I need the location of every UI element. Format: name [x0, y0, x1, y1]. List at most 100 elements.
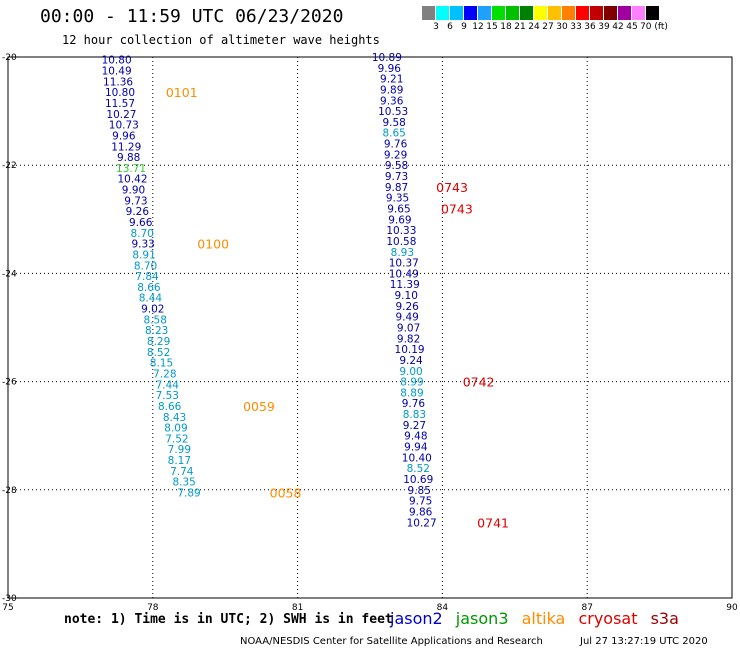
wave-height-label: 9.35 — [386, 193, 409, 205]
wave-height-label: 10.49 — [389, 268, 419, 280]
color-swatch — [646, 6, 660, 20]
longitude-tick-label: 84 — [437, 603, 449, 613]
wave-height-label: 10.49 — [102, 66, 132, 78]
color-swatch — [618, 6, 632, 20]
wave-height-label: 8.52 — [147, 347, 170, 359]
wave-height-label: 8.93 — [391, 247, 414, 259]
color-swatch — [464, 6, 478, 20]
wave-height-label: 8.65 — [382, 128, 405, 140]
wave-height-label: 8.52 — [407, 463, 430, 475]
color-swatch — [422, 6, 436, 20]
wave-height-label: 10.42 — [117, 174, 147, 186]
latitude-tick-label: -26 — [2, 378, 17, 388]
wave-height-label: 10.89 — [372, 52, 402, 64]
legend-cryosat: cryosat — [578, 609, 638, 628]
color-scale-label: 33 — [570, 22, 582, 32]
wave-height-label: 8.91 — [132, 249, 155, 261]
wave-height-label: 10.80 — [105, 87, 135, 99]
page-title: 00:00 - 11:59 UTC 06/23/2020 — [40, 6, 344, 27]
wave-height-label: 9.66 — [129, 217, 153, 229]
color-swatch — [548, 6, 562, 20]
units-note: note: 1) Time is in UTC; 2) SWH is in fe… — [64, 612, 393, 627]
wave-height-label: 10.27 — [106, 109, 136, 121]
longitude-tick-label: 78 — [147, 603, 159, 613]
wave-height-label: 9.86 — [409, 506, 433, 518]
wave-height-label: 7.44 — [156, 379, 180, 391]
pass-time-label: 0743 — [436, 180, 468, 195]
wave-height-label: 7.53 — [156, 390, 179, 402]
wave-height-label: 10.19 — [395, 344, 425, 356]
longitude-tick-label: 81 — [292, 603, 303, 613]
wave-height-label: 9.27 — [403, 420, 426, 432]
wave-height-label: 9.36 — [380, 95, 404, 107]
wave-height-label: 9.26 — [126, 206, 150, 218]
color-scale-label: 42 — [612, 22, 624, 32]
wave-height-label: 10.69 — [403, 474, 433, 486]
wave-height-label: 9.49 — [395, 312, 418, 324]
color-scale-label: 39 — [598, 22, 610, 32]
color-swatch — [590, 6, 604, 20]
wave-height-label: 8.35 — [172, 477, 195, 489]
pass-time-label: 0100 — [197, 237, 229, 252]
pass-time-label: 0741 — [477, 515, 509, 530]
latitude-tick-label: -30 — [2, 594, 17, 604]
generated-timestamp: Jul 27 13:27:19 UTC 2020 — [580, 636, 708, 647]
wave-height-label: 9.96 — [112, 130, 136, 142]
longitude-tick-label: 90 — [726, 603, 738, 613]
wave-height-label: 7.52 — [165, 433, 188, 445]
wave-height-label: 8.58 — [144, 314, 167, 326]
color-scale-label: 30 — [556, 22, 568, 32]
pass-time-label: 0101 — [166, 85, 198, 100]
pass-time-label: 0742 — [463, 375, 495, 390]
longitude-tick-label: 75 — [2, 603, 13, 613]
satellite-legend: jason2 jason3 altika cryosat s3a — [390, 609, 687, 628]
color-scale-label: 21 — [514, 22, 526, 32]
wave-height-label: 7.28 — [153, 368, 176, 380]
wave-height-label: 10.53 — [378, 106, 408, 118]
wave-height-label: 11.36 — [103, 76, 133, 88]
wave-height-label: 10.80 — [102, 55, 132, 67]
legend-jason3: jason3 — [455, 609, 509, 628]
color-scale-label: 27 — [542, 22, 554, 32]
wave-height-label: 9.76 — [402, 398, 426, 410]
wave-height-label: 8.66 — [158, 401, 182, 413]
wave-height-label: 9.02 — [141, 304, 164, 316]
latitude-tick-label: -22 — [2, 161, 17, 171]
color-swatch — [604, 6, 618, 20]
color-scale-label: 15 — [486, 22, 498, 32]
wave-height-label: 8.99 — [400, 377, 423, 389]
color-scale-label: 9 — [461, 22, 467, 32]
pass-time-label: 0059 — [243, 399, 275, 414]
wave-height-label: 7.84 — [135, 271, 159, 283]
wave-height-label: 9.75 — [409, 496, 432, 508]
wave-height-label: 10.40 — [402, 452, 432, 464]
credit-text: NOAA/NESDIS Center for Satellite Applica… — [240, 636, 543, 647]
wave-height-label: 9.10 — [395, 290, 418, 302]
wave-height-label: 8.23 — [145, 325, 168, 337]
wave-height-label: 9.88 — [117, 152, 140, 164]
wave-height-label: 9.82 — [397, 333, 420, 345]
wave-height-label: 8.83 — [403, 409, 426, 421]
wave-height-label: 13.71 — [116, 163, 146, 175]
color-swatch — [492, 6, 506, 20]
legend-altika: altika — [521, 609, 566, 628]
pass-time-label: 0743 — [441, 201, 473, 216]
color-swatch — [450, 6, 464, 20]
wave-height-label: 9.26 — [395, 301, 419, 313]
wave-height-label: 9.69 — [388, 214, 411, 226]
color-scale-label: 3 — [433, 22, 439, 32]
color-scale-bar — [422, 6, 660, 20]
wave-height-label: 9.07 — [397, 323, 420, 335]
wave-height-label: 8.89 — [400, 387, 423, 399]
color-scale-label: 36 — [584, 22, 596, 32]
wave-height-label: 7.89 — [177, 488, 200, 500]
wave-height-label: 8.44 — [139, 293, 163, 305]
wave-height-label: 10.27 — [407, 517, 437, 529]
wave-height-label: 9.94 — [404, 442, 428, 454]
wave-height-label: 9.58 — [385, 160, 408, 172]
color-scale-label: 12 — [472, 22, 484, 32]
wave-height-label: 8.70 — [134, 260, 157, 272]
page-subtitle: 12 hour collection of altimeter wave hei… — [62, 33, 380, 47]
wave-height-label: 9.87 — [385, 182, 408, 194]
